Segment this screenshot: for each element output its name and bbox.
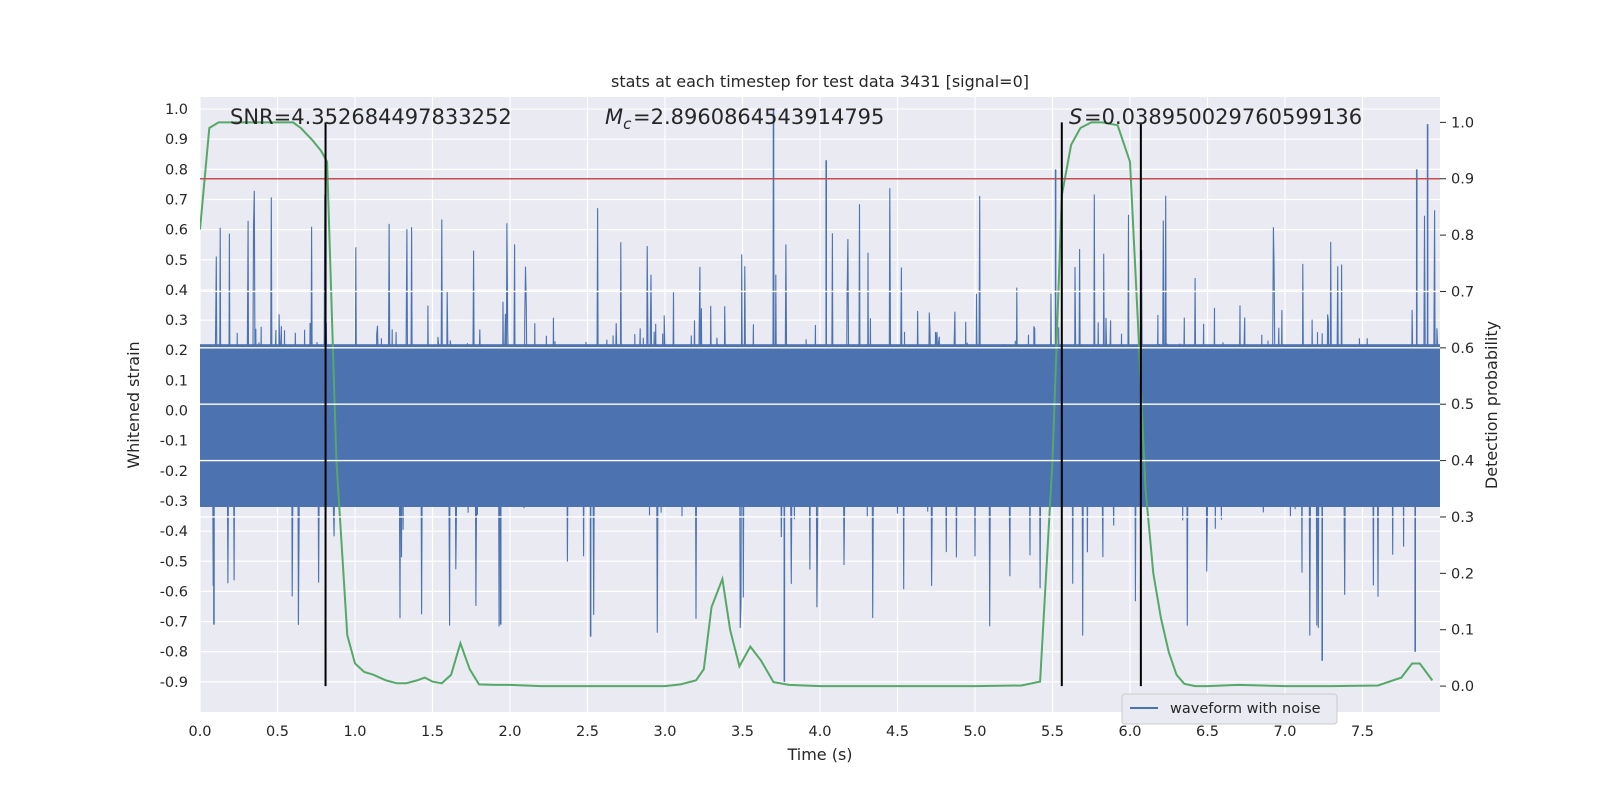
y-tick-label: -0.7 (160, 615, 188, 631)
s-value: =0.038950029760599136 (1084, 105, 1362, 129)
y-tick-label: -0.9 (160, 675, 188, 691)
y-tick-labels: -0.9 -0.8 -0.7 -0.6 -0.5 -0.4 -0.3 -0.2 -0.1 0.0 0… (160, 102, 188, 691)
y2-tick-label: 0.9 (1451, 172, 1474, 188)
mc-value: =2.8960864543914795 (633, 105, 884, 129)
legend-box (1121, 693, 1338, 725)
y2-tick-label: 0.0 (1451, 679, 1474, 695)
y2-tick-label: 0.8 (1451, 228, 1474, 244)
probability-series (200, 121, 1434, 688)
x-tick-label: 0.5 (266, 724, 289, 740)
x-tick-label: 1.5 (421, 724, 444, 740)
probability-line (200, 121, 1434, 688)
y-tick-label: -0.6 (160, 584, 188, 600)
x-tick-label: 5.5 (1041, 724, 1064, 740)
y-tick-label: 0.6 (165, 223, 188, 239)
chart-title: stats at each timestep for test data 343… (611, 72, 1029, 91)
y-tick-label: 0.8 (165, 162, 188, 178)
x-tick-label: 3.5 (731, 724, 754, 740)
x-tick-label: 4.0 (808, 724, 831, 740)
y2-tick-labels: 0.0 0.1 0.2 0.3 0.4 0.5 0.6 0.7 0.8 0.9 1.0 (1440, 115, 1474, 695)
x-tick-label: 6.5 (1196, 724, 1219, 740)
y2-axis-label: Detection probability (1482, 321, 1501, 489)
y2-tick-label: 0.1 (1451, 623, 1474, 639)
y-tick-label: 0.7 (165, 193, 188, 209)
x-tick-label: 2.5 (576, 724, 599, 740)
waveform-noise-series (200, 109, 1440, 682)
y2-tick-label: 0.3 (1451, 510, 1474, 526)
y-tick-label: 0.5 (165, 253, 188, 269)
y2-tick-label: 0.6 (1451, 341, 1474, 357)
y2-tick-label: 1.0 (1451, 115, 1474, 131)
x-axis-label: Time (s) (786, 745, 852, 764)
y-tick-label: 0.9 (165, 132, 188, 148)
y-tick-label: 0.1 (165, 373, 188, 389)
y-axis-label: Whitened strain (124, 341, 143, 468)
x-tick-label: 7.0 (1273, 724, 1296, 740)
y-tick-label: 0.0 (165, 404, 188, 420)
y2-tick-label: 0.7 (1451, 284, 1474, 300)
waveform-core (200, 344, 1440, 507)
y-tick-label: -0.8 (160, 645, 188, 661)
x-tick-label: 6.0 (1118, 724, 1141, 740)
x-tick-label: 1.0 (343, 724, 366, 740)
snr-annotation: SNR=4.352684497833252 (230, 105, 512, 129)
s-annotation: S =0.038950029760599136 (1069, 105, 1362, 129)
s-symbol: S (1069, 105, 1082, 129)
y-tick-label: -0.5 (160, 554, 188, 570)
x-tick-label: 7.5 (1351, 724, 1374, 740)
y2-tick-label: 0.5 (1451, 397, 1474, 413)
x-tick-label: 3.0 (653, 724, 676, 740)
y-tick-label: 0.3 (165, 313, 188, 329)
mc-annotation: Mc =2.8960864543914795 (605, 105, 884, 133)
y-tick-label: -0.4 (160, 524, 188, 540)
x-tick-label: 4.5 (886, 724, 909, 740)
legend-label-waveform: waveform with noise (1170, 701, 1321, 717)
y-tick-label: 0.2 (165, 343, 188, 359)
y-tick-label: -0.1 (160, 434, 188, 450)
x-tick-label: 2.0 (498, 724, 521, 740)
x-tick-labels: 0.0 0.5 1.0 1.5 2.0 2.5 3.0 3.5 4.0 4.5 5.0 5.5 6.0 6… (188, 724, 1374, 740)
x-tick-label: 0.0 (188, 724, 211, 740)
x-tick-label: 5.0 (963, 724, 986, 740)
y2-tick-label: 0.2 (1451, 566, 1474, 582)
y-tick-label: -0.2 (160, 464, 188, 480)
y2-tick-label: 0.4 (1451, 454, 1474, 470)
y-tick-label: -0.3 (160, 494, 188, 510)
legend: waveform with noise (1121, 693, 1338, 725)
reference-lines (200, 122, 1440, 687)
y-tick-label: 1.0 (165, 102, 188, 118)
y-tick-label: 0.4 (165, 283, 188, 299)
